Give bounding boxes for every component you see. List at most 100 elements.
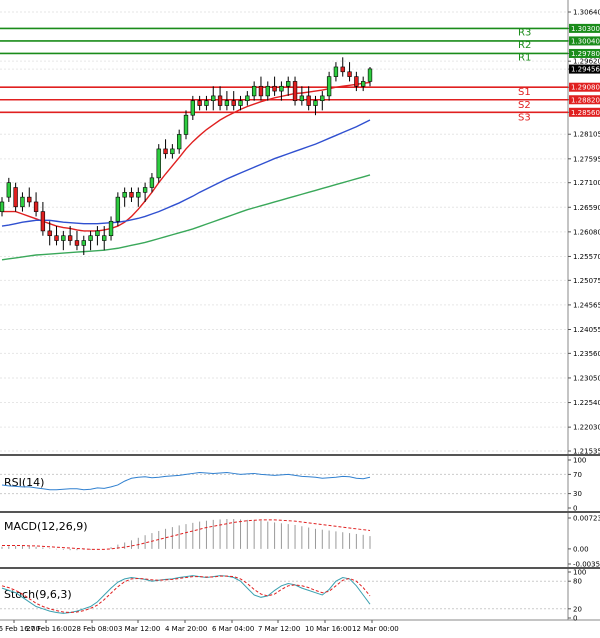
candle: [299, 86, 305, 106]
candle-body: [33, 201, 39, 212]
current-price-box: [569, 64, 600, 74]
candle: [286, 76, 291, 96]
candle: [47, 221, 52, 246]
candle-body: [13, 187, 18, 208]
candle-body: [27, 196, 32, 203]
candle-body: [47, 230, 52, 237]
candle: [251, 81, 257, 101]
indicator-tick-label: 0.007236: [573, 515, 600, 523]
candle-body: [340, 66, 345, 73]
candle-body: [183, 114, 189, 135]
candle: [88, 230, 93, 251]
candle: [33, 192, 39, 217]
level-price-label-r1: 1.29780: [571, 50, 600, 58]
candle: [13, 182, 18, 212]
candle: [170, 144, 175, 159]
current-price-label: 1.29456: [571, 66, 600, 74]
time-tick-label: 12 Mar 00:00: [352, 625, 399, 633]
candle-body: [122, 192, 127, 198]
candle: [292, 76, 298, 106]
candle: [61, 230, 66, 251]
candle-body: [197, 100, 202, 106]
macd-panel: MACD(12,26,9) 0.007236 0.00 -0.00354: [1, 515, 600, 569]
candle-body: [320, 95, 325, 102]
candle-body: [326, 76, 332, 97]
price-tick-label: 1.24055: [573, 326, 600, 334]
candle-body: [156, 148, 161, 179]
level-price-box-r1: [569, 48, 600, 58]
candle: [361, 76, 366, 92]
candle: [279, 81, 284, 101]
candle: [102, 226, 107, 251]
candle: [354, 71, 359, 92]
candle-body: [170, 148, 175, 155]
candle: [347, 62, 352, 82]
time-tick-label: 26 Feb 16:00: [0, 625, 40, 633]
price-tick-label: 1.25570: [573, 253, 600, 261]
level-price-label-r3: 1.30300: [571, 25, 600, 33]
candle-body: [20, 196, 25, 208]
stoch-main-line: [1, 575, 371, 614]
candle-body: [149, 177, 155, 188]
indicator-tick-label: 30: [573, 490, 582, 498]
candle: [142, 182, 148, 202]
candle: [258, 76, 264, 101]
level-name-s2: S2: [518, 100, 531, 111]
moving-average-line-2: [1, 119, 371, 227]
level-price-label-s1: 1.29080: [571, 84, 600, 92]
candle-body: [286, 81, 291, 87]
candle-body: [40, 211, 46, 232]
candle: [333, 62, 339, 82]
candle-body: [347, 71, 352, 77]
candle: [74, 230, 80, 251]
indicator-tick-label: 70: [573, 471, 582, 479]
indicator-tick-label: 100: [573, 569, 586, 577]
candle: [211, 86, 216, 111]
candle: [238, 95, 243, 111]
candle: [177, 129, 182, 154]
level-price-labels: 1.30300 1.30040 1.29780 1.29080 1.28820 1.285…: [569, 23, 600, 117]
candle: [163, 139, 168, 159]
level-price-label-s3: 1.28560: [571, 109, 600, 117]
candle-body: [299, 95, 305, 102]
candle: [197, 95, 202, 111]
candle: [108, 216, 114, 241]
level-price-box-r3: [569, 23, 600, 33]
candle: [129, 187, 134, 202]
level-name-r1: R1: [518, 52, 531, 63]
level-price-box-s2: [569, 95, 600, 105]
level-price-box-s1: [569, 82, 600, 92]
candle: [136, 187, 141, 207]
price-tick-label: 1.25075: [573, 277, 600, 285]
candle-body: [272, 85, 277, 92]
candle: [149, 173, 155, 193]
candle-body: [231, 100, 236, 106]
candle: [183, 110, 189, 140]
candle-body: [204, 100, 209, 106]
candle: [245, 91, 250, 106]
price-tick-label: 1.23560: [573, 350, 600, 358]
candle-body: [224, 100, 230, 106]
candle-body: [0, 201, 5, 212]
indicator-tick-label: 0: [573, 505, 577, 513]
level-price-label-r2: 1.30040: [571, 37, 600, 45]
candle-body: [333, 66, 339, 77]
candle: [27, 187, 32, 207]
candle-body: [190, 100, 195, 116]
candle-body: [313, 100, 318, 106]
price-tick-label: 1.27100: [573, 179, 600, 187]
candle: [306, 86, 311, 111]
candle: [320, 91, 325, 111]
candle-body: [67, 235, 73, 241]
candle: [95, 226, 100, 246]
candle-body: [6, 182, 11, 198]
candle: [265, 81, 270, 101]
candle: [0, 197, 5, 217]
candle: [190, 95, 195, 121]
candle-body: [211, 95, 216, 102]
rsi-title: RSI(14): [4, 476, 44, 489]
candle-body: [361, 81, 366, 87]
